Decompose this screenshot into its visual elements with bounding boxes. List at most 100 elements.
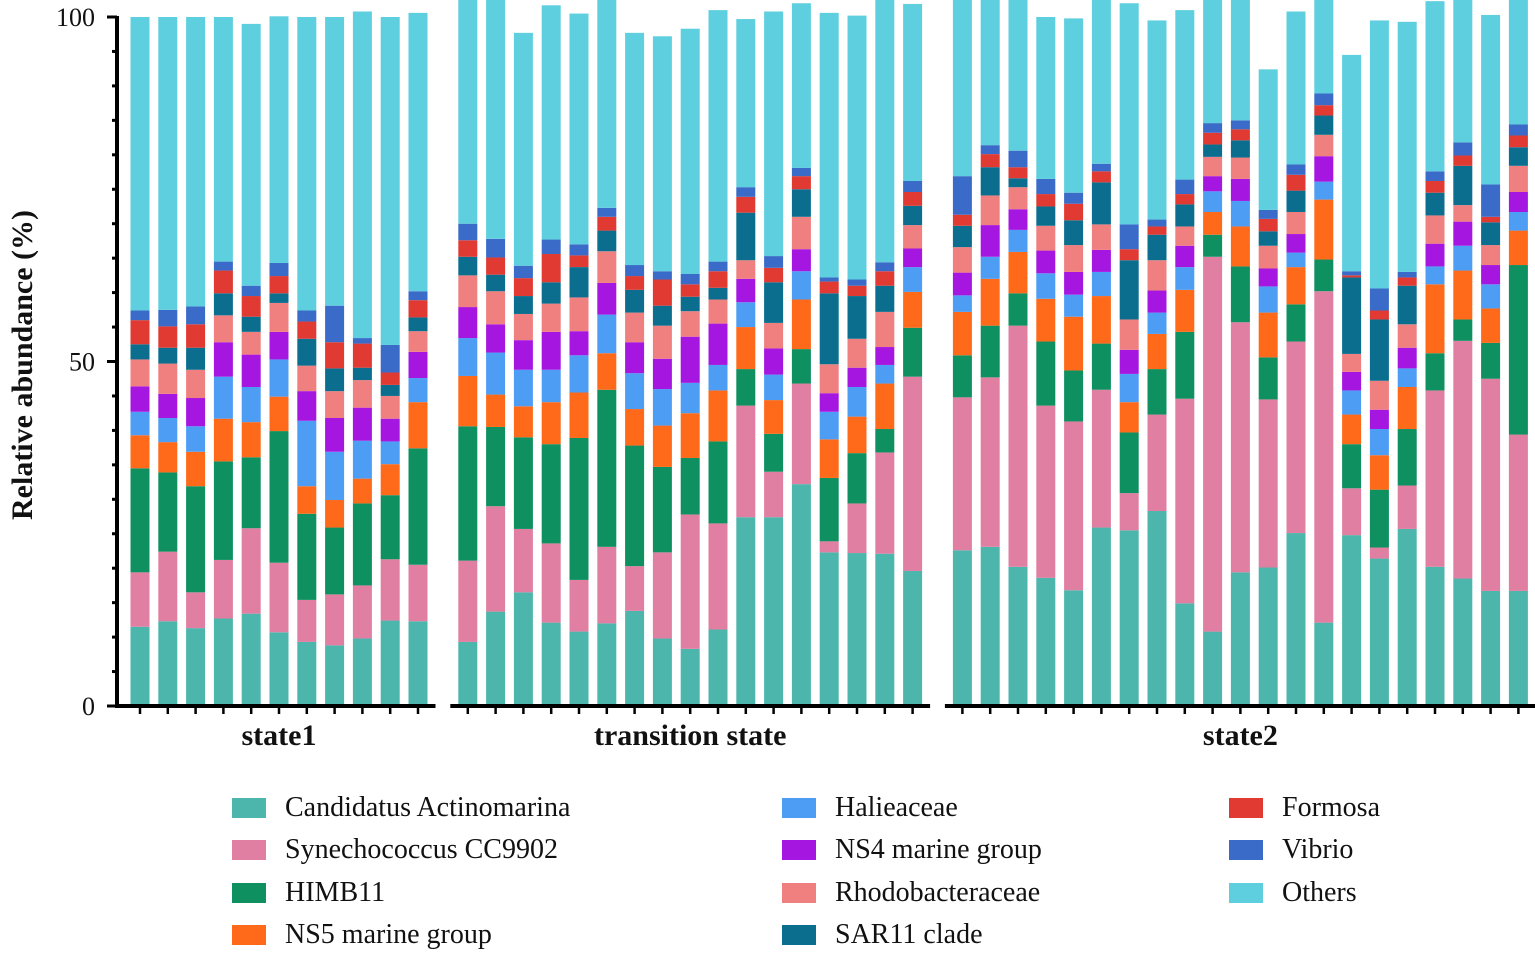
bar-segment [325,17,345,306]
bar-segment [458,560,478,642]
bar-segment [241,422,261,458]
bar-segment [1203,156,1223,177]
bar-segment [486,506,506,612]
bar-segment [408,378,428,403]
bar-39 [1230,0,1250,706]
bar-segment [1147,20,1167,220]
bar-segment [597,282,617,315]
bar-segment [458,307,478,339]
bar-segment [1230,200,1250,227]
bar-segment [569,437,589,580]
bar-17 [597,0,617,706]
bar-segment [380,464,400,496]
legend-swatch [232,924,266,945]
bar-segment [847,416,867,454]
legend-swatch [1229,882,1263,903]
bar-segment [708,261,728,272]
bar-segment [625,373,645,410]
bar-segment [708,364,728,391]
bar-segment [1036,341,1056,406]
bar-segment [1453,578,1473,706]
bar-segment [652,638,672,706]
bar-segment [1091,0,1111,164]
bar-segment [1091,389,1111,528]
bar-segment [1397,528,1417,706]
bar-segment [513,406,533,438]
bar-segment [597,230,617,252]
bar-segment [625,289,645,313]
bar-9 [352,11,372,706]
bar-segment [1119,432,1139,494]
bar-37 [1175,10,1195,706]
bar-segment [1397,368,1417,387]
bar-segment [1147,369,1167,415]
bar-segment [708,390,728,442]
bar-segment [1425,353,1445,391]
bar-segment [1258,286,1278,313]
bar-26 [847,15,867,706]
bar-segment [1064,370,1084,422]
bar-segment [652,358,672,390]
bar-20 [680,28,700,706]
bar-segment [1453,165,1473,206]
bar-segment [352,440,372,479]
bar-segment [1397,485,1417,529]
bar-5 [241,23,261,706]
bar-segment [1425,215,1445,244]
bar-segment [213,618,233,706]
bar-segment [130,17,150,311]
bar-segment [1203,132,1223,145]
bar-segment [680,28,700,274]
bar-segment [903,327,923,377]
bar-segment [1258,245,1278,269]
bar-segment [791,383,811,485]
bar-segment [513,32,533,266]
legend: Candidatus Actinomarina Synechococcus CC9… [232,788,1462,958]
bar-segment [569,255,589,268]
bar-segment [458,426,478,561]
bar-38 [1203,0,1223,706]
bar-35 [1119,3,1139,706]
bar-segment [1369,489,1389,548]
bar-segment [1508,192,1528,212]
bar-segment [1230,0,1250,121]
bar-segment [1453,155,1473,166]
bar-segment [1369,558,1389,706]
bar-segment [1036,405,1056,578]
bar-segment [1397,347,1417,369]
bar-segment [1036,225,1056,251]
group-label: state1 [242,719,317,752]
bar-segment [1119,319,1139,350]
bar-segment [736,260,756,279]
bar-21 [708,10,728,706]
bar-segment [186,628,206,706]
bar-segment [158,621,178,706]
bar-segment [1481,14,1501,185]
bar-segment [1425,390,1445,567]
bar-segment [408,317,428,332]
bar-segment [513,296,533,314]
bar-segment [819,411,839,440]
bar-segment [875,553,895,706]
bar-segment [352,367,372,381]
bar-segment [158,326,178,348]
bar-segment [875,271,895,286]
bar-segment [1203,234,1223,257]
bar-segment [1008,566,1028,706]
bar-segment [1342,371,1362,391]
bar-segment [597,0,617,208]
bar-28 [903,3,923,706]
bar-segment [158,17,178,310]
bar-segment [130,626,150,706]
bar-segment [352,380,372,408]
bar-segment [708,441,728,524]
bar-segment [1342,488,1362,536]
bar-23 [764,11,784,706]
bar-segment [158,363,178,394]
bar-segment [1147,414,1167,512]
bar-segment [1342,271,1362,276]
bar-segment [1091,527,1111,706]
y-axis-label: Relative abundance (%) [6,210,39,520]
bar-segment [1453,221,1473,246]
bar-segment [903,192,923,206]
